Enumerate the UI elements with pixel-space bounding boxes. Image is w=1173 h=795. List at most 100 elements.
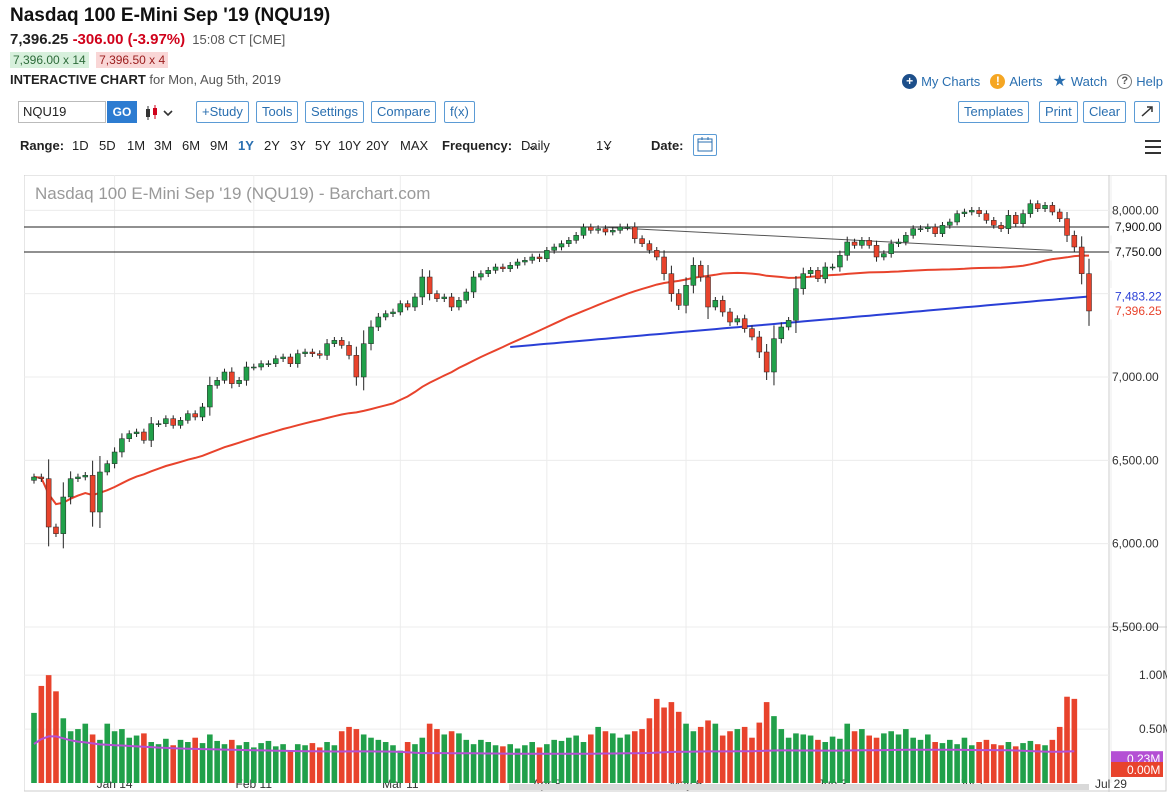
hamburger-menu-icon[interactable] <box>1145 140 1161 154</box>
range-6m[interactable]: 6M <box>182 138 201 153</box>
candle-body <box>1012 215 1019 224</box>
candle-body <box>397 303 404 313</box>
symbol-input[interactable]: NQU19 <box>18 101 106 123</box>
candle-body <box>683 285 689 306</box>
watch-label: Watch <box>1070 73 1108 89</box>
tools-button[interactable]: Tools <box>256 101 299 123</box>
frequency-label: Frequency: <box>442 138 513 153</box>
range-1d[interactable]: 1D <box>72 138 89 153</box>
candle-body <box>426 276 433 294</box>
compare-button[interactable]: Compare <box>371 101 437 123</box>
candle-body <box>697 265 704 278</box>
volume-bar <box>170 745 177 783</box>
help-link[interactable]: ? Help <box>1117 71 1163 91</box>
scrollbar-thumb[interactable] <box>509 784 1089 790</box>
print-button[interactable]: Print <box>1039 101 1078 123</box>
volume-bar <box>67 731 74 783</box>
candle-body <box>229 371 235 384</box>
volume-bar <box>866 735 873 783</box>
volume-tick-label: 0.50M <box>1139 722 1167 736</box>
volume-bar <box>1012 746 1019 783</box>
volume-bar <box>280 744 286 783</box>
volume-bar <box>412 744 418 783</box>
volume-bar <box>221 744 228 783</box>
candle-body <box>111 451 118 464</box>
candle-body <box>573 235 579 241</box>
volume-last-label: 0.00M <box>1127 763 1160 777</box>
volume-bar <box>287 750 294 783</box>
candle-body <box>851 241 858 246</box>
volume-bar <box>207 734 213 783</box>
volume-bar <box>419 737 426 783</box>
last-price-label-bg <box>1110 302 1166 320</box>
candle-body <box>529 256 535 261</box>
volume-bar <box>646 718 653 783</box>
go-button[interactable]: GO <box>107 101 137 123</box>
range-9m[interactable]: 9M <box>210 138 229 153</box>
range-5d[interactable]: 5D <box>99 138 116 153</box>
range-2y[interactable]: 2Y <box>264 138 280 153</box>
range-1m[interactable]: 1M <box>127 138 146 153</box>
candle-body <box>331 340 338 344</box>
candle-body <box>976 210 982 214</box>
clear-button[interactable]: Clear <box>1083 101 1127 123</box>
volume-bar <box>434 729 440 783</box>
price-chart[interactable]: 8,000.007,500.007,000.006,500.006,000.00… <box>24 175 1167 792</box>
volume-bar <box>478 739 484 783</box>
my-charts-link[interactable]: + My Charts <box>902 71 980 91</box>
candlestick-type-icon[interactable] <box>144 104 178 122</box>
candle-body <box>155 423 162 425</box>
volume-bar <box>829 736 836 783</box>
volume-bar <box>961 737 968 783</box>
expand-button[interactable] <box>1134 101 1160 123</box>
candle-body <box>360 343 367 378</box>
candle-body <box>338 340 345 346</box>
candle-body <box>617 226 623 231</box>
candle-body <box>873 245 880 258</box>
volume-bar <box>163 738 169 783</box>
candle-body <box>588 226 594 231</box>
range-5y[interactable]: 5Y <box>315 138 331 153</box>
alerts-link[interactable]: ! Alerts <box>990 71 1043 91</box>
candle-body <box>456 300 462 308</box>
volume-bar <box>448 731 455 783</box>
range-10y[interactable]: 10Y <box>338 138 362 153</box>
page-title: Nasdaq 100 E-Mini Sep '19 (NQU19) <box>10 5 331 26</box>
fx-button[interactable]: f(x) <box>444 101 475 123</box>
candle-body <box>566 240 572 244</box>
volume-bar <box>89 734 96 783</box>
volume-bar <box>309 743 316 783</box>
candle-body <box>653 250 660 258</box>
volume-bar <box>514 748 521 783</box>
candle-body <box>991 220 997 226</box>
range-3y[interactable]: 3Y <box>290 138 306 153</box>
range-3m[interactable]: 3M <box>154 138 173 153</box>
volume-bar <box>192 737 198 783</box>
quote-time: 15:08 CT [CME] <box>192 32 286 47</box>
range-20y[interactable]: 20Y <box>366 138 390 153</box>
range-1y[interactable]: 1Y <box>238 138 254 153</box>
date-picker-button[interactable] <box>693 134 717 156</box>
candle-body <box>221 371 228 381</box>
volume-bar <box>375 739 382 783</box>
volume-bar <box>602 731 609 783</box>
volume-bar <box>778 729 785 783</box>
volume-bar <box>302 745 308 783</box>
candle-body <box>1078 246 1085 274</box>
volume-bar <box>573 735 579 783</box>
candle-body <box>31 476 37 481</box>
templates-button[interactable]: Templates <box>958 101 1030 123</box>
candle-body <box>324 343 330 356</box>
my-charts-label: My Charts <box>921 73 981 89</box>
volume-bar <box>697 726 704 783</box>
settings-button[interactable]: Settings <box>305 101 364 123</box>
candle-body <box>170 418 176 426</box>
range-max[interactable]: MAX <box>400 138 429 153</box>
volume-bar <box>485 742 492 783</box>
candle-body <box>727 311 733 323</box>
study-button[interactable]: +Study <box>196 101 249 123</box>
y-tick-label: 6,500.00 <box>1112 453 1159 467</box>
y-tick-label: 5,500.00 <box>1112 620 1159 634</box>
candle-body <box>866 240 872 246</box>
watch-link[interactable]: ★ Watch <box>1053 71 1108 91</box>
